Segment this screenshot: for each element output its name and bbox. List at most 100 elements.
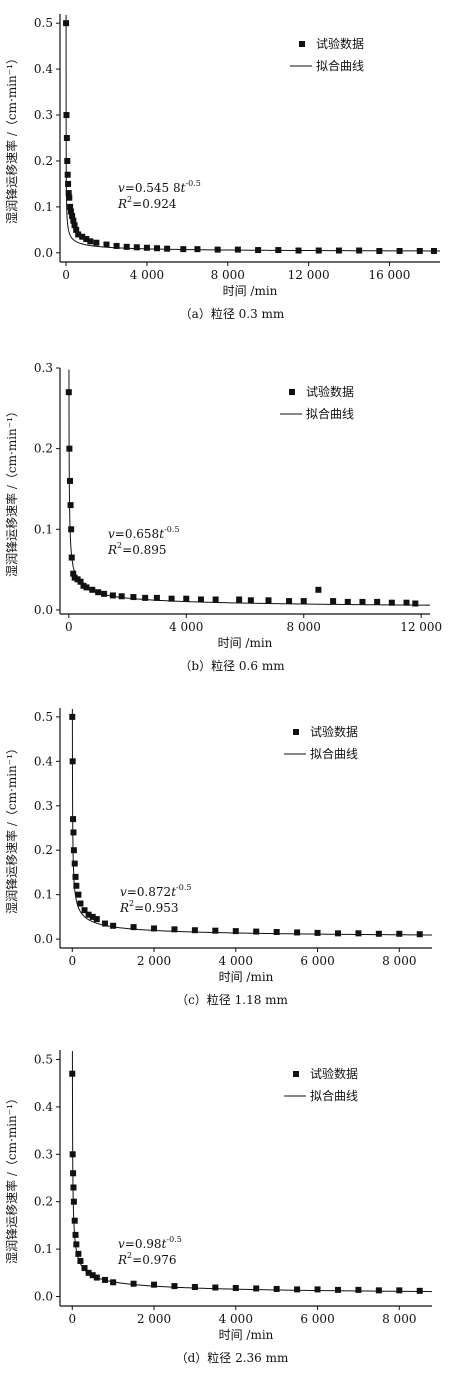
x-axis-label: 时间 /min [218,636,273,650]
data-point [73,1241,80,1248]
data-point [73,226,80,233]
data-point [70,816,77,823]
data-point [109,592,116,599]
data-point [65,389,72,396]
panel-caption: （a）粒径 0.3 mm [180,306,285,321]
x-tick-label: 8 000 [211,268,245,282]
data-point [194,246,201,253]
data-point [253,928,260,935]
data-point [232,928,239,935]
data-point [396,247,403,254]
data-point [70,1170,77,1177]
x-tick-label: 0 [62,268,70,282]
data-point [66,477,73,484]
y-tick-label: 0.5 [34,1052,53,1066]
x-tick-label: 8 000 [382,954,416,968]
data-point [191,1284,198,1291]
data-point [77,900,84,907]
data-point [85,911,92,918]
y-tick-label: 0.0 [34,246,53,260]
data-point [151,925,158,932]
data-point [416,1287,423,1294]
r-squared: R2=0.976 [117,1251,177,1267]
y-tick-label: 0.2 [34,1195,53,1209]
y-axis-label: 湿润锋运移速率 /（cm·min⁻¹） [4,742,19,914]
data-point [83,584,90,591]
data-point [416,931,423,938]
data-point [89,1272,96,1279]
x-tick-label: 0 [65,620,73,634]
data-point [355,930,362,937]
data-point [89,586,96,593]
x-axis-label: 时间 /min [219,1328,274,1342]
y-tick-label: 0.4 [34,1100,53,1114]
data-point [75,231,82,238]
data-point [388,599,395,606]
fit-curve [65,14,441,252]
data-point [64,171,71,178]
data-point [70,217,77,224]
x-axis-label: 时间 /min [223,284,278,298]
data-point [93,239,100,246]
y-axis-label: 湿润锋运移速率 /（cm·min⁻¹） [4,405,19,577]
fit-equation: v=0.872t-0.5 [120,883,191,899]
data-point [334,1286,341,1293]
r-squared: R2=0.953 [119,899,179,915]
data-point [95,589,102,596]
data-point [356,247,363,254]
data-point [273,1285,280,1292]
data-point [70,1198,77,1205]
y-tick-label: 0.3 [34,799,53,813]
legend-marker [299,41,305,47]
data-point [69,1151,76,1158]
data-point [101,920,108,927]
y-tick-label: 0.0 [34,603,53,617]
data-point [81,1265,88,1272]
data-point [75,1250,82,1257]
r-squared: R2=0.924 [117,195,177,211]
data-point [85,1269,92,1276]
data-point [376,247,383,254]
chart-panel-d: 0.0 0.1 0.2 0.3 0.4 0.5 0 2 000 4 000 6 000 8 000 时… [0,1020,464,1370]
data-point [171,926,178,933]
data-point [89,913,96,920]
data-point [71,1217,78,1224]
data-point [314,929,321,936]
legend-marker [289,389,295,395]
fit-equation: v=0.98t-0.5 [118,1235,182,1251]
x-tick-label: 4 000 [219,1312,253,1326]
y-tick-label: 0.2 [34,843,53,857]
data-point [232,1284,239,1291]
data-point [93,916,100,923]
data-point [153,594,160,601]
data-point [69,713,76,720]
data-point [286,598,293,605]
r-squared: R2=0.895 [107,541,167,557]
data-point [70,847,77,854]
data-point [67,203,74,210]
data-point [77,578,84,585]
data-point [77,1257,84,1264]
data-point [63,112,70,119]
data-point [143,244,150,251]
chart-a: 0.0 0.1 0.2 0.3 0.4 0.5 0 4 000 8 000 12 000 16 00… [4,14,441,321]
data-point [330,598,337,605]
data-point [168,595,175,602]
y-tick-label: 0.5 [34,16,53,30]
data-point [164,245,171,252]
x-tick-label: 4 000 [130,268,164,282]
chart-panel-a: 0.0 0.1 0.2 0.3 0.4 0.5 0 4 000 8 000 12 000 16 00… [0,0,464,338]
data-point [403,599,410,606]
data-point [294,929,301,936]
data-point [335,247,342,254]
data-point [183,595,190,602]
x-tick-label: 6 000 [300,954,334,968]
legend-marker [293,1071,299,1077]
fit-equation: v=0.545 8t-0.5 [118,179,201,195]
data-point [69,213,76,220]
data-point [79,233,86,240]
data-point [396,930,403,937]
data-point [355,1286,362,1293]
data-point [275,247,282,254]
y-axis-label: 湿润锋运移速率 /（cm·min⁻¹） [4,1092,19,1264]
